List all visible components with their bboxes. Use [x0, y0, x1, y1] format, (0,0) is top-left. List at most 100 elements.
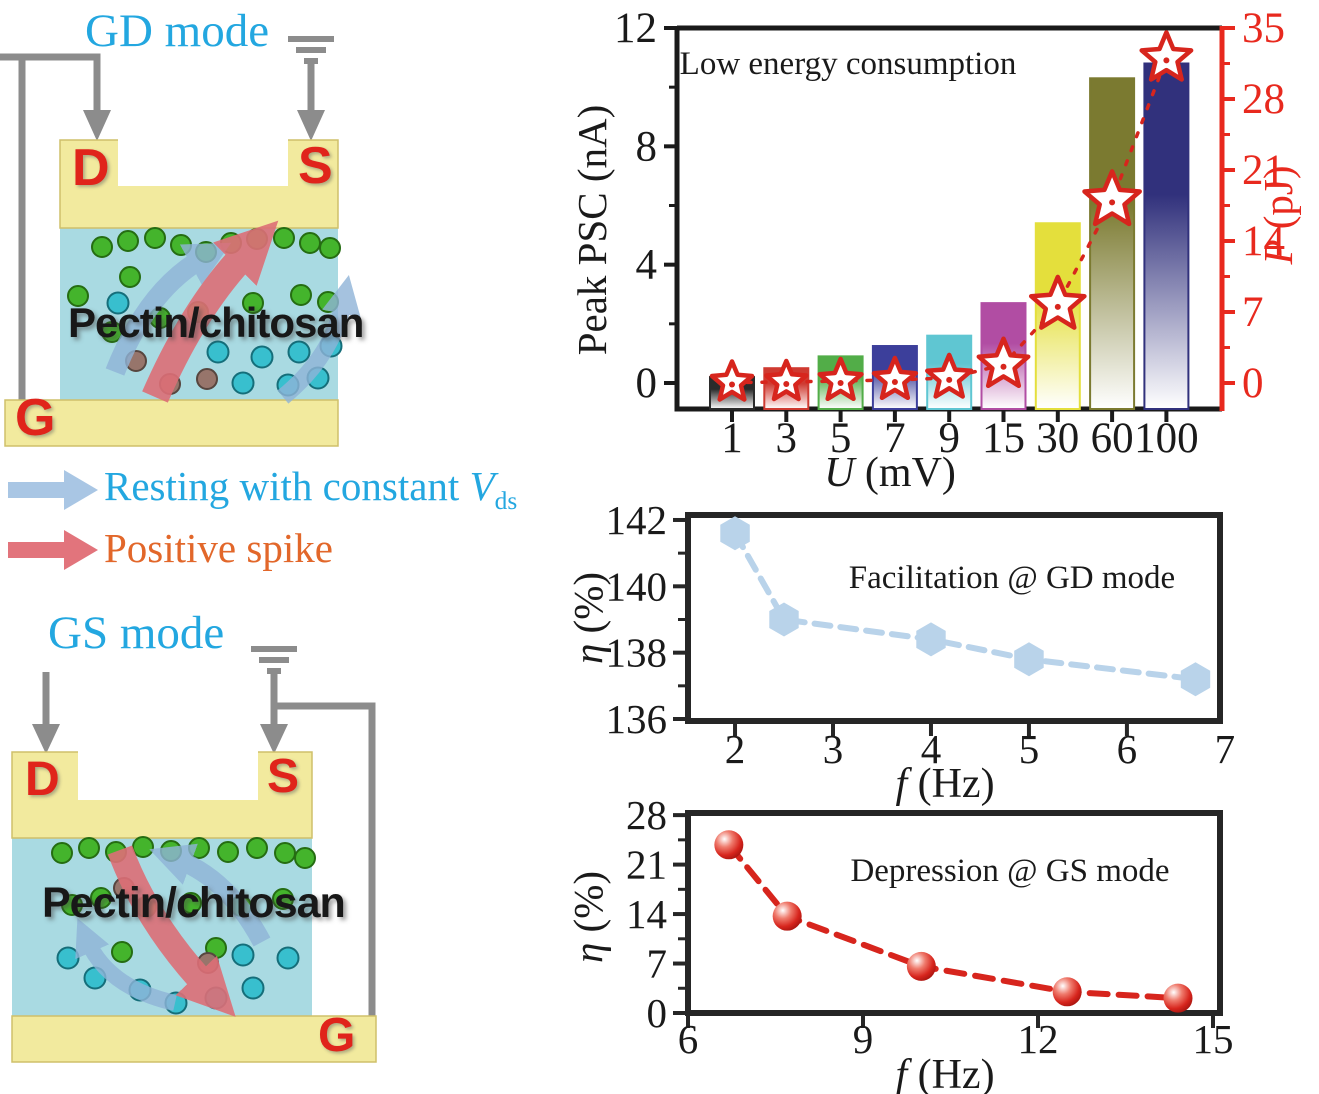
cyan-ion — [231, 371, 255, 395]
x-tick-label: 1 — [721, 415, 743, 462]
x-tick-label: 2 — [725, 726, 746, 772]
gs-material-label: Pectin/chitosan — [42, 879, 346, 927]
green-ion — [217, 841, 239, 863]
green-ion — [170, 234, 192, 256]
gd-drain-wire — [0, 53, 101, 112]
gs-spike-arrow-icon — [107, 845, 236, 1017]
cyan-ion — [250, 345, 274, 369]
x-axis-label: f (Hz) — [895, 761, 994, 807]
y-tick-label: 21 — [626, 842, 667, 888]
green-ion — [51, 842, 73, 864]
green-ion — [319, 237, 341, 259]
power-star-marker — [871, 355, 919, 401]
data-line — [732, 530, 1199, 683]
green-ion — [61, 894, 83, 916]
y-tick-label: 12 — [614, 5, 657, 52]
right-axis-label: P (pJ) — [1255, 165, 1301, 265]
gs-drain-arrow-icon — [32, 724, 60, 754]
green-ion — [188, 837, 210, 859]
green-ion — [272, 888, 294, 910]
gd-mode-title: GD mode — [85, 5, 270, 57]
x-tick-label: 15 — [982, 415, 1025, 462]
y-tick-label: 7 — [647, 941, 668, 987]
y-axis-label: η (%) — [565, 572, 611, 664]
green-ion — [119, 266, 141, 288]
x-tick-label: 5 — [1019, 726, 1040, 772]
vds-subscript: ds — [494, 487, 518, 516]
power-star-center — [837, 379, 844, 386]
gd-wiring — [0, 36, 334, 402]
data-point-circle — [772, 901, 802, 931]
green-ion — [91, 236, 113, 258]
x-tick-label: 3 — [776, 415, 798, 462]
green-ion — [101, 321, 123, 343]
y-tick-label: 14 — [626, 891, 667, 937]
green-ion — [78, 837, 100, 859]
cyan-ion — [106, 291, 130, 315]
legend-spike-arrow-icon — [8, 530, 98, 570]
power-star-marker — [817, 356, 864, 402]
data-point-circle — [1052, 977, 1082, 1007]
gd-device — [4, 137, 361, 447]
data-point-circle — [906, 951, 936, 981]
cyan-ion — [56, 946, 80, 970]
gs-mode-title: GS mode — [48, 607, 225, 659]
right-tick-label: 35 — [1242, 5, 1285, 52]
power-star-marker — [1082, 169, 1142, 227]
gs-source-arrow-icon — [260, 724, 288, 754]
data-point-hexagon — [916, 622, 946, 657]
y-tick-label: 0 — [647, 990, 668, 1036]
data-point-hexagon — [1014, 642, 1044, 677]
gd-material-label: Pectin/chitosan — [68, 299, 364, 346]
data-point-hexagon — [720, 516, 750, 551]
gd-spike-arrow-icon — [142, 220, 279, 403]
legend-spike-label: Positive spike — [104, 525, 333, 571]
green-ion — [117, 230, 139, 252]
right-tick-label: 21 — [1242, 147, 1285, 194]
y-tick-label: 140 — [606, 563, 668, 609]
chart-title: Depression @ GS mode — [850, 853, 1169, 889]
power-star-center — [1054, 303, 1061, 310]
cyan-ion — [287, 340, 311, 364]
cyan-ion — [206, 340, 230, 364]
chart-title: Facilitation @ GD mode — [849, 560, 1175, 596]
data-point-hexagon — [1180, 662, 1211, 697]
x-tick-label: 5 — [830, 415, 852, 462]
chart-title: Low energy consumption — [680, 46, 1017, 82]
cyan-ion — [241, 976, 265, 1000]
gs-source-label: S — [267, 750, 300, 803]
x-axis-label: f (Hz) — [895, 1052, 994, 1094]
power-star-marker — [1139, 30, 1194, 82]
green-ion — [144, 227, 166, 249]
green-ion — [274, 842, 296, 864]
data-point-circle — [1163, 983, 1193, 1013]
gd-drain-arrow-icon — [83, 110, 111, 141]
green-ion — [111, 941, 133, 963]
green-ion — [242, 292, 264, 314]
green-ion — [299, 232, 321, 254]
x-tick-label: 9 — [938, 415, 960, 462]
axis-frame — [685, 512, 1223, 724]
power-star-marker — [1028, 274, 1087, 330]
gs-ground-icon — [251, 646, 297, 706]
left-axis-label: Peak PSC (nA) — [569, 105, 615, 356]
green-ion — [90, 887, 112, 909]
facilitation-chart: 136 138 140 142 2 3 4 5 6 7 Facilitation @ GD mode… — [565, 497, 1235, 807]
brown-ion — [196, 368, 218, 390]
x-tick-label: 7 — [884, 415, 906, 462]
cyan-ion — [231, 943, 255, 967]
psc-bar — [1143, 62, 1190, 410]
green-ion — [132, 836, 154, 858]
gs-gate-label: G — [318, 1009, 356, 1062]
power-star-marker — [976, 336, 1031, 389]
legend-resting-text: Resting with constant — [104, 463, 470, 509]
power-star-center — [729, 381, 735, 388]
green-ion — [294, 847, 316, 869]
gd-source-label: S — [298, 137, 333, 195]
y-tick-label: 4 — [636, 242, 658, 289]
x-tick-label: 6 — [1117, 726, 1138, 772]
gs-resting-arrow-icon — [149, 843, 271, 947]
